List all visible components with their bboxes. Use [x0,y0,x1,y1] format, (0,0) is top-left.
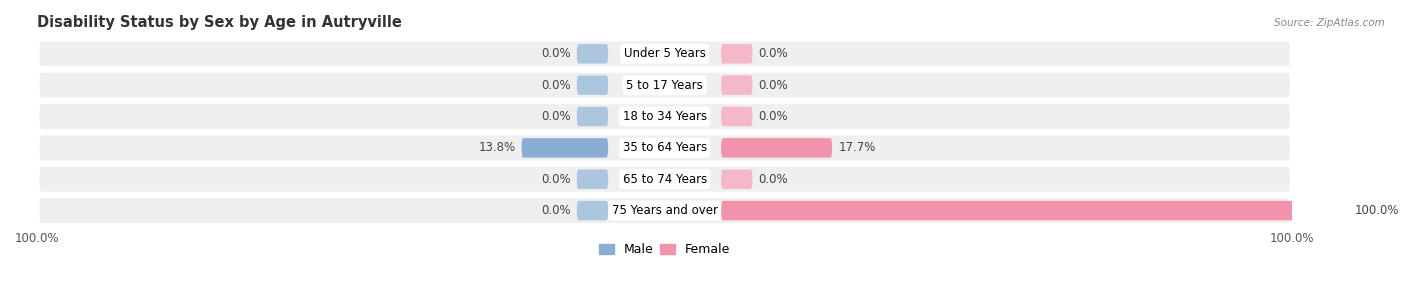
FancyBboxPatch shape [721,75,752,95]
Text: 0.0%: 0.0% [541,47,571,60]
Text: 18 to 34 Years: 18 to 34 Years [623,110,707,123]
FancyBboxPatch shape [37,196,1292,225]
Text: 13.8%: 13.8% [478,142,516,154]
FancyBboxPatch shape [721,138,832,158]
FancyBboxPatch shape [37,134,1292,162]
Text: Under 5 Years: Under 5 Years [624,47,706,60]
FancyBboxPatch shape [576,170,609,189]
FancyBboxPatch shape [522,138,609,158]
Text: 0.0%: 0.0% [759,173,789,186]
Text: 0.0%: 0.0% [541,173,571,186]
Text: 35 to 64 Years: 35 to 64 Years [623,142,707,154]
Text: 75 Years and over: 75 Years and over [612,204,717,217]
Text: 100.0%: 100.0% [1355,204,1399,217]
Text: Source: ZipAtlas.com: Source: ZipAtlas.com [1274,18,1385,28]
Text: 0.0%: 0.0% [759,47,789,60]
Text: 0.0%: 0.0% [541,79,571,92]
FancyBboxPatch shape [576,201,609,220]
FancyBboxPatch shape [576,75,609,95]
Text: 65 to 74 Years: 65 to 74 Years [623,173,707,186]
Text: Disability Status by Sex by Age in Autryville: Disability Status by Sex by Age in Autry… [37,15,402,30]
FancyBboxPatch shape [37,39,1292,68]
Text: 0.0%: 0.0% [541,110,571,123]
FancyBboxPatch shape [721,107,752,126]
Text: 0.0%: 0.0% [759,110,789,123]
FancyBboxPatch shape [37,71,1292,99]
Text: 5 to 17 Years: 5 to 17 Years [626,79,703,92]
FancyBboxPatch shape [721,44,752,63]
FancyBboxPatch shape [37,165,1292,194]
Text: 0.0%: 0.0% [759,79,789,92]
FancyBboxPatch shape [721,170,752,189]
FancyBboxPatch shape [576,44,609,63]
Legend: Male, Female: Male, Female [593,239,735,261]
Text: 17.7%: 17.7% [838,142,876,154]
FancyBboxPatch shape [576,107,609,126]
FancyBboxPatch shape [721,201,1348,220]
FancyBboxPatch shape [37,102,1292,131]
Text: 0.0%: 0.0% [541,204,571,217]
